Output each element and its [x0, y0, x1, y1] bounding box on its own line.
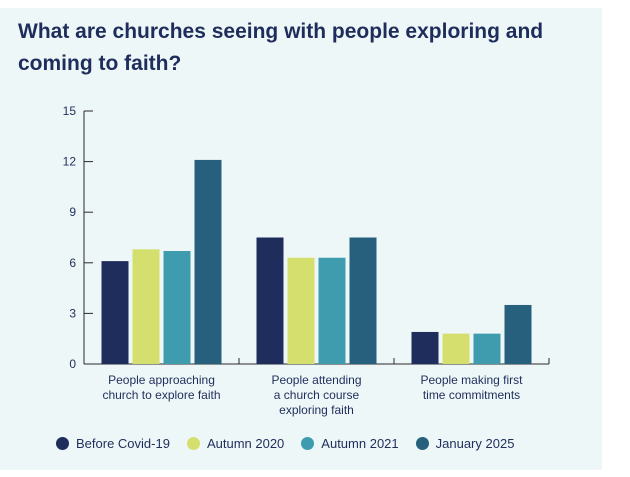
bar [163, 250, 191, 364]
x-category-label-line: People attending [271, 373, 361, 387]
legend-label: January 2025 [435, 435, 515, 451]
x-category-label-line: People approaching [108, 373, 215, 387]
bar [101, 261, 129, 364]
legend-item: January 2025 [415, 435, 515, 451]
legend-item: Before Covid-19 [56, 436, 170, 451]
bar [442, 333, 470, 364]
chart-title: What are churches seeing with people exp… [18, 20, 544, 75]
bar [349, 237, 377, 364]
chart-legend: Before Covid-19 Autumn 2020 Autumn 2021 Jan… [56, 434, 531, 452]
bar [132, 249, 160, 364]
x-category-label-line: time commitments [423, 388, 520, 402]
y-tick-label: 12 [63, 155, 77, 169]
legend-swatch [301, 436, 315, 450]
legend-swatch [186, 436, 200, 450]
x-category-label-line: exploring faith [279, 403, 354, 417]
y-tick-label: 15 [63, 104, 77, 118]
bar [473, 333, 501, 364]
y-tick-label: 3 [69, 306, 76, 320]
x-category-label-line: church to explore faith [102, 388, 220, 402]
legend-swatch [56, 436, 69, 450]
x-category-label-line: People making first [420, 373, 523, 387]
x-category-label: People making first time commitments [420, 373, 523, 402]
legend-label: Autumn 2021 [321, 435, 399, 451]
y-tick-label: 0 [69, 357, 76, 371]
x-category-label-line: a church course [274, 388, 360, 402]
y-tick-label: 9 [69, 205, 76, 219]
legend-swatch [415, 436, 429, 450]
legend-label: Autumn 2020 [206, 435, 285, 451]
y-tick-label: 6 [69, 256, 76, 270]
legend-label: Before Covid-19 [76, 435, 170, 451]
x-category-label: People attending a church course exploring… [271, 373, 361, 417]
bar [194, 159, 222, 364]
chart-card [0, 8, 602, 470]
legend-item: Autumn 2021 [301, 435, 399, 451]
bar [411, 331, 439, 364]
x-category-label: People approaching church to explore fait… [102, 373, 220, 402]
bar [256, 237, 284, 364]
legend-item: Autumn 2020 [186, 435, 285, 451]
bar [287, 257, 315, 364]
bar [504, 304, 532, 364]
bar [318, 257, 346, 364]
